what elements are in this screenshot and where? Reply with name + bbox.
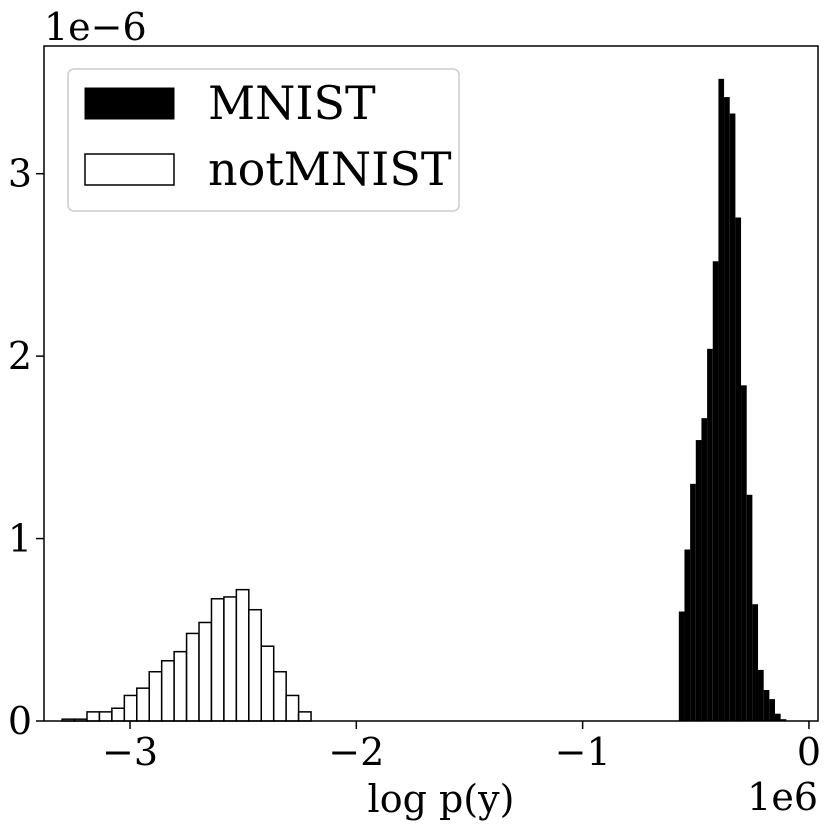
notmnist-bar <box>235 588 250 722</box>
y-tick-label: 0 <box>8 699 32 743</box>
mnist-bar <box>758 669 764 721</box>
x-tick-label: −1 <box>555 730 611 774</box>
mnist-bar <box>735 217 742 721</box>
legend-label-notmnist: notMNIST <box>208 142 452 196</box>
notmnist-bar <box>98 711 113 722</box>
axes-frame <box>43 45 819 722</box>
legend-swatch-notmnist <box>84 153 175 186</box>
notmnist-bar <box>185 632 200 722</box>
x-tick-label: −3 <box>102 730 158 774</box>
mnist-bar <box>763 689 770 721</box>
x-tick-label: −2 <box>328 730 384 774</box>
legend: MNIST notMNIST <box>67 68 460 212</box>
notmnist-bar <box>86 711 101 722</box>
mnist-bar <box>701 418 708 721</box>
mnist-bar <box>746 494 753 721</box>
mnist-bar <box>741 385 747 721</box>
notmnist-bar <box>285 694 300 722</box>
mnist-bar <box>724 97 730 722</box>
mnist-bar <box>684 549 691 721</box>
tick-layer: −3 −2 −1 0 0 1 2 3 <box>8 152 821 774</box>
notmnist-bar <box>123 694 138 722</box>
y-tick-label: 2 <box>8 334 32 378</box>
mnist-bar <box>707 348 713 721</box>
mnist-bar <box>729 113 736 721</box>
y-tick-label: 3 <box>8 152 32 196</box>
x-offset-label: 1e6 <box>747 775 818 819</box>
mnist-bar <box>718 78 725 722</box>
mnist-bar <box>678 611 685 721</box>
legend-label-mnist: MNIST <box>208 76 376 130</box>
y-tick-label: 1 <box>8 517 32 561</box>
x-axis-label: log p(y) <box>368 777 515 821</box>
legend-swatch-mnist <box>84 87 175 120</box>
notmnist-bar <box>272 670 287 722</box>
notmnist-bar <box>136 687 150 722</box>
mnist-bar <box>690 483 696 721</box>
x-tick-label: 0 <box>797 730 821 774</box>
notmnist-bar <box>111 707 126 722</box>
notmnist-bar <box>297 711 312 722</box>
mnist-bar <box>769 699 775 721</box>
y-offset-label: 1e−6 <box>44 5 147 49</box>
notmnist-bar <box>160 660 175 722</box>
mnist-bar <box>752 604 759 721</box>
notmnist-bar <box>148 670 163 722</box>
mnist-bar <box>712 261 719 721</box>
notmnist-bar <box>210 598 225 722</box>
notmnist-bar <box>198 621 213 722</box>
mnist-bar <box>695 440 702 721</box>
plot-area <box>61 78 787 722</box>
notmnist-bar <box>223 596 238 722</box>
notmnist-bar <box>173 650 188 722</box>
mnist-bar <box>780 719 787 721</box>
notmnist-bar <box>260 645 275 722</box>
notmnist-bar <box>248 608 263 722</box>
mnist-bar <box>775 713 781 721</box>
